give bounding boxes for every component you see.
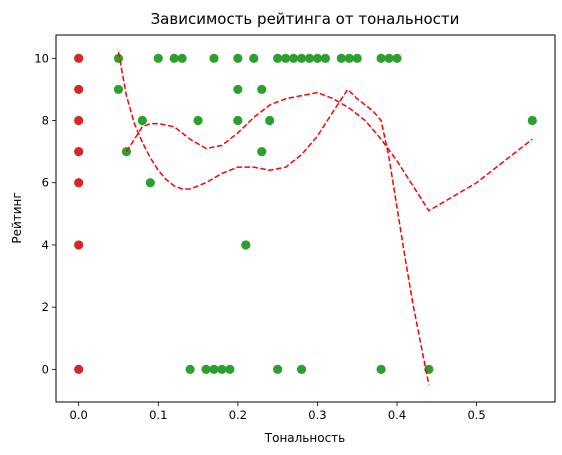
scatter-point-0 xyxy=(233,53,243,63)
scatter-point-0 xyxy=(201,364,211,374)
x-tick-label: 0.1 xyxy=(149,408,167,422)
scatter-point-0 xyxy=(241,240,251,250)
y-axis-label: Рейтинг xyxy=(10,192,24,243)
scatter-point-0 xyxy=(336,53,346,63)
scatter-point-0 xyxy=(281,53,291,63)
scatter-point-1 xyxy=(74,147,84,157)
scatter-point-0 xyxy=(209,53,219,63)
scatter-point-0 xyxy=(304,53,315,63)
scatter-point-0 xyxy=(288,53,299,63)
scatter-point-1 xyxy=(74,53,84,63)
scatter-point-0 xyxy=(265,115,275,126)
scatter-point-0 xyxy=(233,84,243,95)
scatter-point-0 xyxy=(113,84,124,95)
scatter-point-0 xyxy=(273,364,283,374)
scatter-point-0 xyxy=(145,178,155,188)
scatter-point-0 xyxy=(376,364,386,374)
scatter-point-0 xyxy=(296,364,307,374)
y-tick-label: 2 xyxy=(42,300,49,314)
scatter-point-1 xyxy=(74,178,84,188)
scatter-point-1 xyxy=(74,84,84,95)
scatter-point-1 xyxy=(74,364,84,374)
y-tick-label: 8 xyxy=(42,114,49,128)
scatter-point-0 xyxy=(225,364,235,374)
scatter-point-0 xyxy=(249,53,259,63)
chart-title: Зависимость рейтинга от тональности xyxy=(151,10,460,28)
x-tick-label: 0.0 xyxy=(70,408,88,422)
scatter-point-0 xyxy=(384,53,394,63)
scatter-point-0 xyxy=(257,147,267,157)
scatter-point-0 xyxy=(209,364,219,374)
scatter-point-0 xyxy=(137,115,147,126)
x-tick-label: 0.5 xyxy=(467,408,485,422)
scatter-point-0 xyxy=(177,53,187,63)
x-axis-label: Тональность xyxy=(264,431,345,445)
scatter-point-0 xyxy=(169,53,179,63)
scatter-point-0 xyxy=(217,364,227,374)
axes-frame xyxy=(55,34,556,403)
y-axis: 0 2 4 6 8 10 xyxy=(34,51,56,376)
scatter-point-0 xyxy=(273,53,283,63)
x-tick-label: 0.3 xyxy=(308,408,326,422)
scatter-point-1 xyxy=(74,115,84,126)
scatter-point-0 xyxy=(153,53,163,63)
scatter-point-0 xyxy=(344,53,354,63)
scatter-point-0 xyxy=(193,115,203,126)
scatter-point-0 xyxy=(296,53,307,63)
scatter-point-0 xyxy=(352,53,362,63)
x-tick-label: 0.4 xyxy=(388,408,406,422)
plot-area xyxy=(74,51,537,386)
x-axis: 0.0 0.1 0.2 0.3 0.4 0.5 xyxy=(70,402,486,422)
trend-line-0 xyxy=(117,51,430,386)
scatter-point-1 xyxy=(74,240,84,250)
scatter-point-0 xyxy=(320,53,330,63)
trend-line-1 xyxy=(125,91,533,212)
scatter-point-0 xyxy=(185,364,195,374)
scatter-point-0 xyxy=(376,53,386,63)
scatter-point-0 xyxy=(257,84,267,95)
scatter-point-0 xyxy=(312,53,323,63)
y-tick-label: 4 xyxy=(42,238,49,252)
y-tick-label: 6 xyxy=(42,176,49,190)
scatter-point-0 xyxy=(527,115,537,126)
scatter-point-0 xyxy=(233,115,243,126)
scatter-point-0 xyxy=(392,53,402,63)
y-tick-label: 0 xyxy=(42,362,49,376)
x-tick-label: 0.2 xyxy=(229,408,247,422)
y-tick-label: 10 xyxy=(34,51,49,65)
